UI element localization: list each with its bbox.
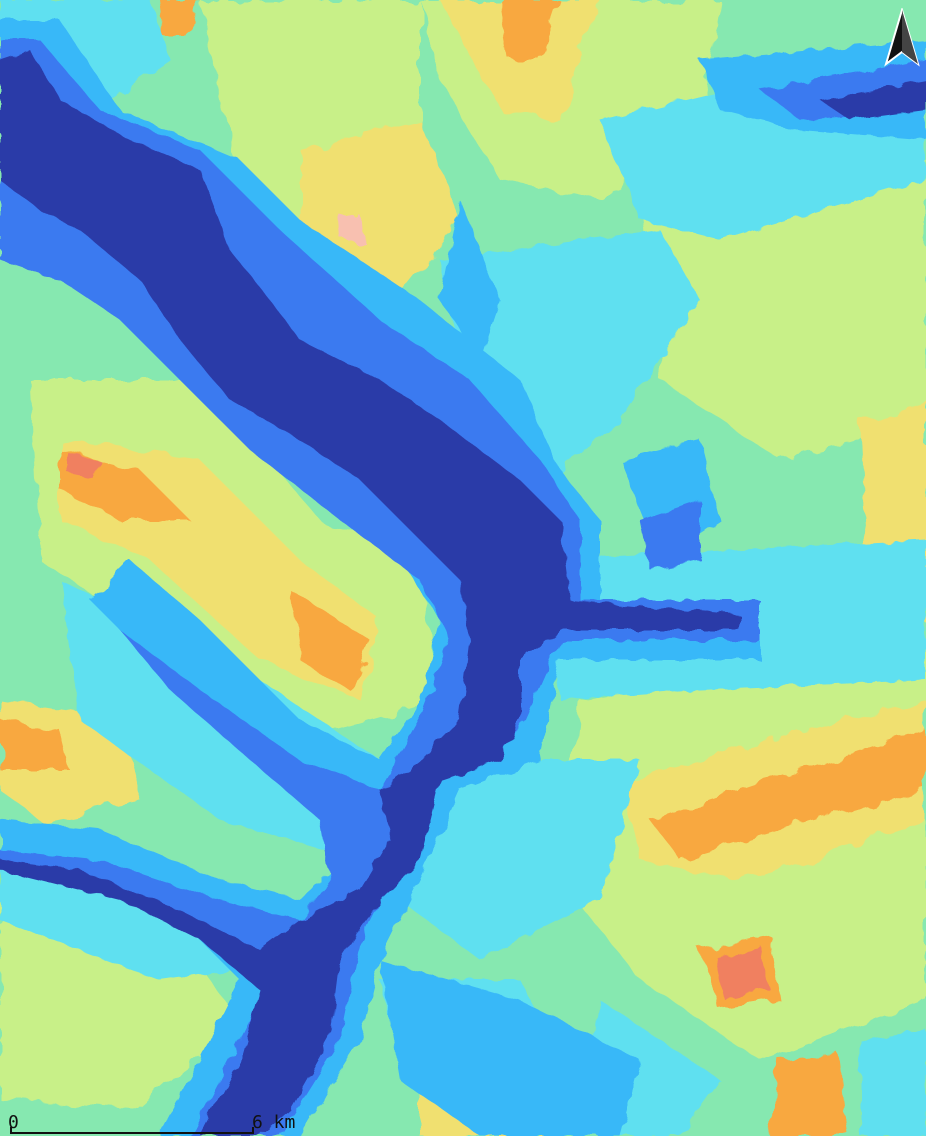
scale-bar: 0 6 km xyxy=(6,1106,306,1136)
scale-end-label: 6 km xyxy=(252,1112,296,1133)
scale-start-label: 0 xyxy=(8,1112,19,1133)
scale-bar-tick-start xyxy=(10,1127,12,1134)
scale-bar-tick-end xyxy=(252,1127,254,1134)
north-arrow-icon xyxy=(884,8,920,67)
reservoir-water xyxy=(0,50,926,1136)
north-arrow xyxy=(882,8,922,68)
scale-bar-line xyxy=(10,1132,254,1134)
